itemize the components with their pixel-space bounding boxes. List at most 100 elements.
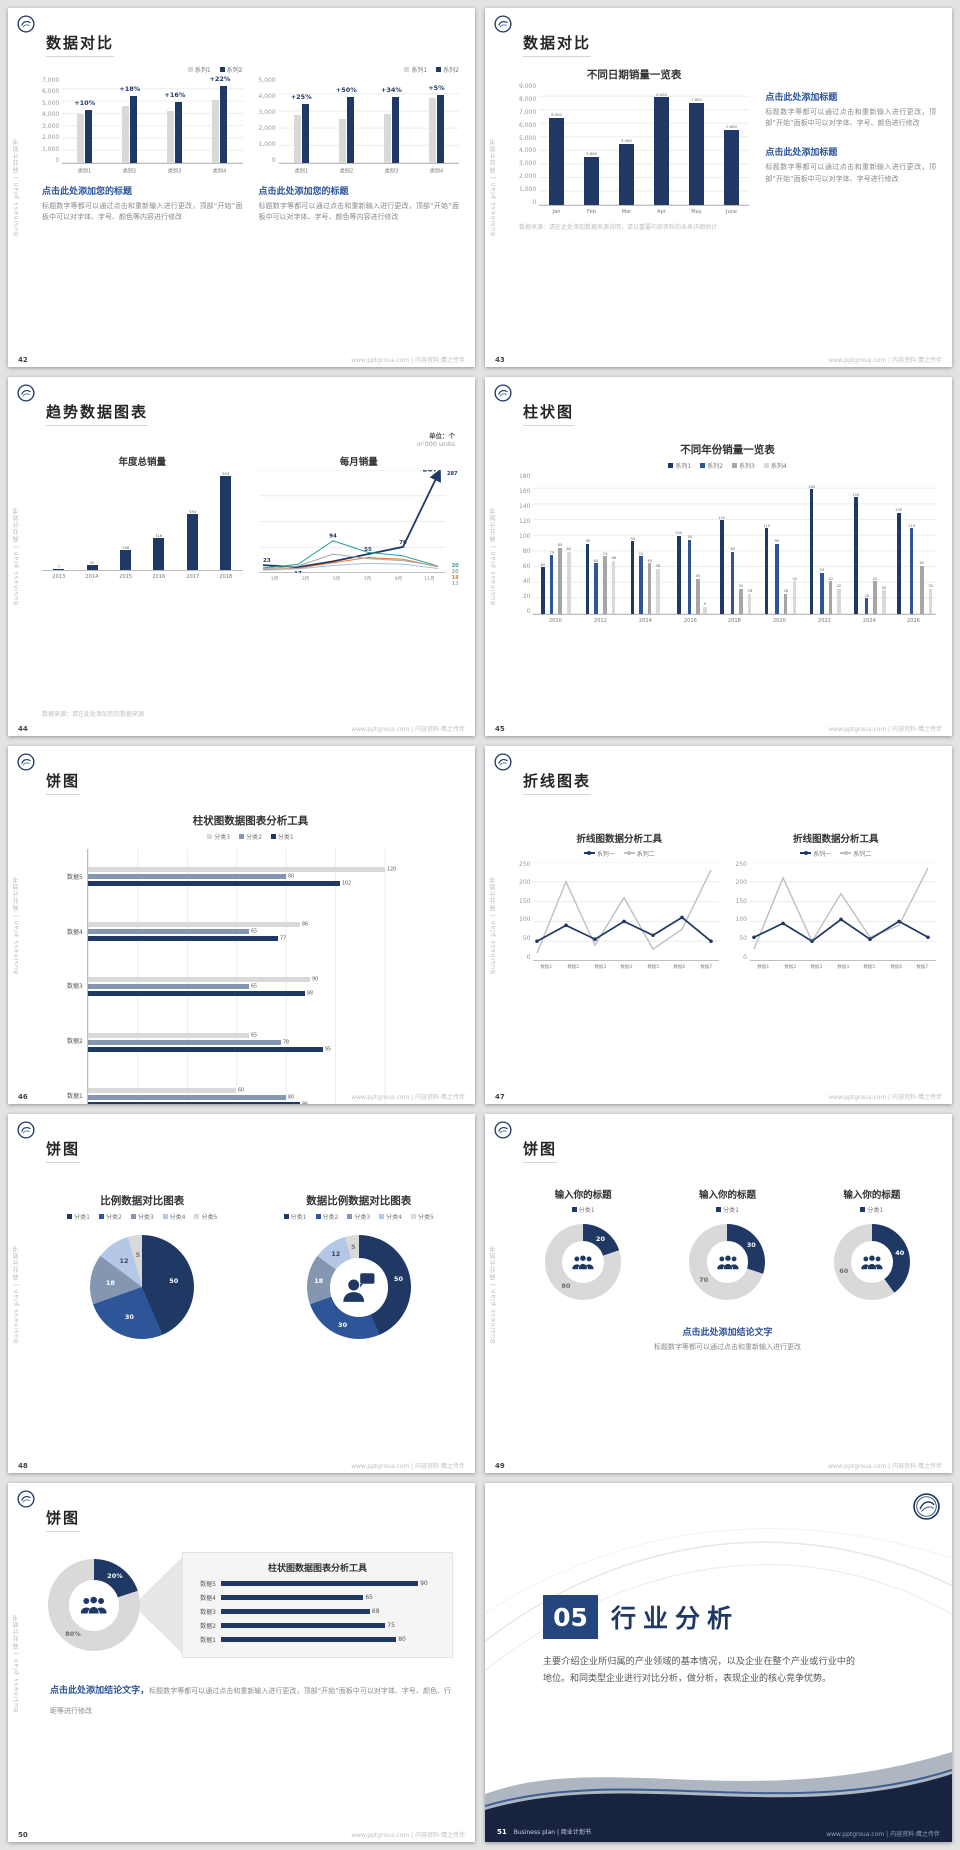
circle (90, 1596, 98, 1604)
bw: 65 (646, 474, 654, 614)
yt: 0 (743, 953, 747, 961)
footer-url: www.pptgroua.com | 内容资料·鹰之传伴 (828, 1463, 942, 1471)
data-source-note: 数据来源：请在此处添加数据来源说明，请以重要内部资料的未来详细估计 (519, 224, 718, 231)
bl: 3,600 (586, 151, 598, 157)
circle (926, 935, 930, 939)
slide-51[interactable]: 05 行业分析 主要介绍企业所归属的产业领域的基本情况，以及企业在整个产业或行业… (485, 1483, 952, 1842)
bw: 68 (610, 474, 618, 614)
bl: 80 (729, 546, 735, 552)
chart-title: 输入你的标题 (698, 1190, 756, 1202)
svg (572, 1255, 594, 1270)
bw: 74 (637, 474, 645, 614)
xl: 11月 (424, 576, 435, 582)
bw: 160 (806, 474, 817, 614)
gpcat: 数据5 (200, 1581, 216, 1589)
sw (347, 1214, 353, 1220)
bl: 90 (585, 539, 590, 544)
bl: 53 (819, 567, 825, 573)
slide-47[interactable]: Business plan | 商业计划书 折线图表 折线图数据分析工具 系列一… (485, 745, 952, 1105)
hl: 65 (250, 928, 257, 935)
bar (220, 85, 228, 163)
li: 系列二 (623, 849, 655, 858)
sw (67, 1214, 73, 1220)
path (723, 1263, 732, 1270)
hole (329, 1258, 388, 1317)
chart-panel: 每月销量 23179455762871月3月5月7月9月11月287202018… (258, 450, 460, 704)
pgrid: 6,500 3,600 4,560 8,000 7,600 5,600 (539, 84, 750, 206)
panel-title: 柱状图数据图表分析工具 (267, 1564, 367, 1575)
bar (167, 110, 175, 163)
li: 分类2 (239, 832, 262, 841)
rect (360, 1273, 375, 1284)
conclusion-heading: 点击此处添加结论文字， (50, 1686, 150, 1697)
bl: 110 (762, 523, 771, 528)
circle (718, 1256, 724, 1262)
sw (99, 1214, 104, 1220)
hbarbar (87, 1046, 323, 1052)
slide-50[interactable]: Business plan | 商业计划书 饼图 20% 80% 柱状图数据图表分… (8, 1483, 475, 1842)
yaxis: 180 160 140 120 100 80 60 40 20 0 (519, 473, 533, 615)
yt: 5,000 (519, 134, 537, 142)
cat: 2024 (862, 617, 876, 624)
bar (775, 543, 779, 614)
bar (873, 581, 877, 614)
yt: 2,000 (42, 134, 60, 142)
hgrp: 65 78 95 (87, 1033, 434, 1053)
cat: 类别4 (213, 168, 227, 175)
lbox: 23 17 94 55 76 287 (258, 464, 446, 577)
sidebar-vertical-text: Business plan | 商业计划书 (490, 507, 497, 606)
plabel: 50 (169, 1276, 179, 1285)
gplbl: 68 (371, 1608, 380, 1616)
yaxis: 250 200 150 100 50 0 (736, 861, 750, 961)
bl: 100 (675, 531, 683, 536)
panel-body-text: 标题数字等都可以通过点击和重新输入进行更改，顶部“开始”面板中可以对字体、字号、… (765, 108, 936, 128)
cat: 类别1 (294, 168, 308, 175)
cat: Mar (621, 208, 632, 215)
bw: 130 (893, 474, 904, 614)
disc: 30 70 (689, 1224, 766, 1301)
circle (622, 919, 627, 923)
hrow: 80 (87, 873, 434, 879)
polyline (262, 553, 438, 570)
li: 系列1 (404, 65, 427, 74)
slide-45[interactable]: Business plan | 商业计划书 柱状图 不同年份销量一览表 系列1 系… (485, 376, 952, 736)
hl: 95 (324, 1046, 331, 1053)
path (81, 1607, 91, 1614)
bw (122, 78, 130, 163)
grp: 6,500 (539, 84, 574, 205)
chart-title: 不同日期销量一览表 (586, 69, 682, 81)
bw: 42 (791, 474, 799, 614)
polyline (262, 556, 438, 570)
sw (716, 1207, 722, 1213)
bl: 42 (828, 576, 833, 581)
slide-44[interactable]: Business plan | 商业计划书 趋势数据图表 单位：个 in'000… (8, 376, 475, 736)
slide-42[interactable]: Business plan | 商业计划书 数据对比 系列1 系列2 7,000 6… (8, 8, 475, 367)
chart-title: 数据比例数据对比图表 (306, 1195, 412, 1208)
bar (647, 563, 652, 614)
page-number: 51 (497, 1827, 507, 1836)
bw: 554 (186, 470, 198, 570)
pie-chart: 50 30 18 12 5 (90, 1235, 195, 1340)
sw (668, 462, 674, 468)
cat: 2016 (683, 617, 697, 624)
li: 系列2 (219, 65, 243, 74)
grp: +5% (414, 78, 459, 163)
bl: 45 (89, 560, 95, 565)
slide-49[interactable]: Business plan | 商业计划书 饼图 输入你的标题 分类1 20 80… (485, 1114, 952, 1474)
slide-43[interactable]: Business plan | 商业计划书 数据对比 不同日期销量一览表 9,0… (485, 8, 952, 367)
grp: 7,600 (679, 84, 714, 205)
plabel: 30 (746, 1241, 756, 1250)
bw (130, 78, 138, 163)
path (89, 1607, 99, 1614)
plabel: 60 (839, 1267, 849, 1276)
bar (630, 541, 635, 614)
hcat: 数据5 (67, 873, 83, 881)
unit-note: 单位：个 in'000 units (417, 430, 455, 448)
bar (122, 105, 130, 163)
xl: 数据1 (540, 963, 553, 970)
slide-46[interactable]: Business plan | 商业计划书 饼图 柱状图数据图表分析工具 分类3… (8, 745, 475, 1105)
grp: 110 90 26 42 (757, 474, 802, 614)
slide-48[interactable]: Business plan | 商业计划书 饼图 比例数据对比图表 分类1 分类2… (8, 1114, 475, 1474)
circle (348, 1279, 360, 1291)
text: 76 (399, 540, 407, 546)
